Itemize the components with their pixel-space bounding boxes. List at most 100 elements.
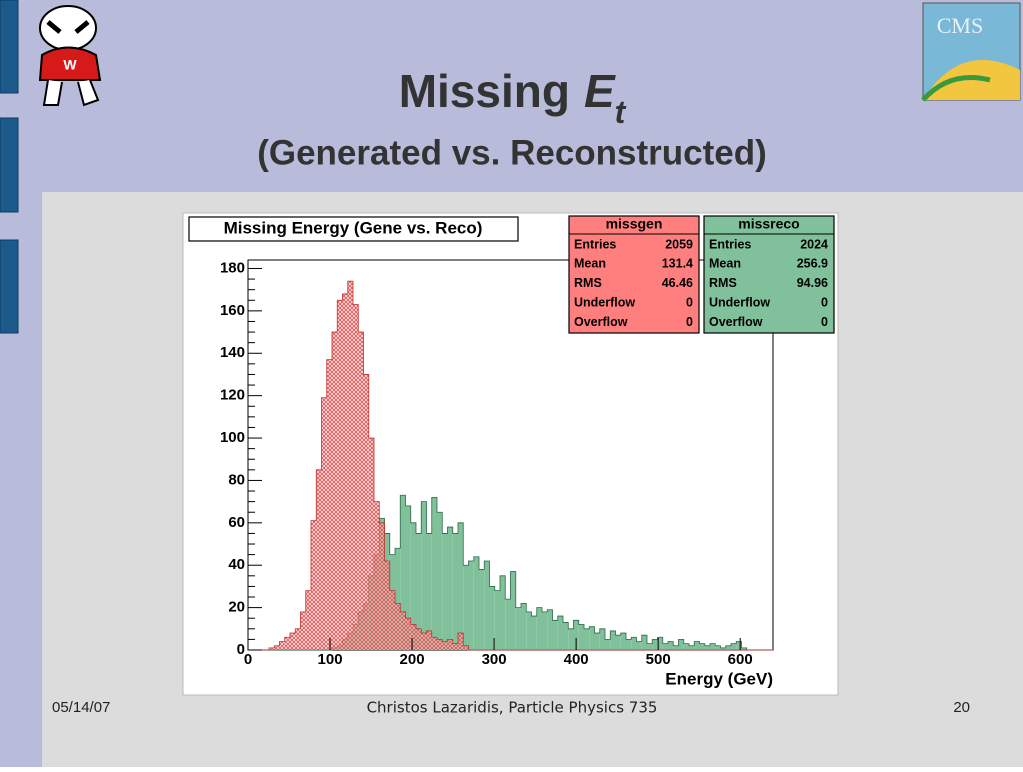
histogram-bar <box>316 469 322 650</box>
stats-label: Mean <box>709 257 741 271</box>
x-tick-label: 0 <box>244 651 252 668</box>
histogram-bar <box>421 501 427 650</box>
histogram-bar <box>589 626 595 650</box>
histogram-bar <box>615 635 621 650</box>
x-tick-label: 500 <box>646 651 671 668</box>
y-tick-label: 140 <box>220 344 245 361</box>
histogram-bar <box>400 611 406 650</box>
stats-label: Entries <box>709 237 751 251</box>
stats-value: 0 <box>686 295 693 309</box>
histogram-bar <box>641 635 647 650</box>
badger-logo: W <box>38 5 102 107</box>
histogram-bar <box>452 643 458 650</box>
histogram-bar <box>389 590 395 650</box>
histogram-bar <box>631 637 637 650</box>
histogram-bar <box>295 628 301 650</box>
histogram-bar <box>326 359 332 650</box>
histogram-bar <box>710 643 716 650</box>
stats-title: missgen <box>606 216 663 232</box>
slide-title: Missing Et <box>399 65 627 130</box>
histogram-bar <box>332 332 338 650</box>
footer-author: Christos Lazaridis, Particle Physics 735 <box>367 699 658 717</box>
histogram-bar <box>647 643 653 650</box>
stats-box <box>568 215 700 334</box>
slide-subtitle: (Generated vs. Reconstructed) <box>257 133 767 172</box>
histogram-bar <box>620 633 626 650</box>
histogram-bar <box>410 624 416 650</box>
logo-text: CMS <box>937 13 983 38</box>
histogram-bar <box>416 628 422 650</box>
histogram-bar <box>363 374 369 650</box>
x-axis-label: Energy (GeV) <box>665 669 773 688</box>
stats-value: 131.4 <box>662 257 693 271</box>
histogram-bar <box>547 609 553 650</box>
histogram-bar <box>605 639 611 650</box>
histogram-bar <box>573 620 579 650</box>
histogram-bar <box>694 641 700 650</box>
x-tick-label: 300 <box>482 651 507 668</box>
cms-logo: CMS <box>921 2 1021 102</box>
histogram-bar <box>458 633 464 650</box>
histogram-bar <box>300 611 306 650</box>
histogram-bar <box>479 569 485 650</box>
side-bar <box>0 0 19 94</box>
histogram-bar <box>584 628 590 650</box>
histogram-bar <box>521 603 527 650</box>
histogram-outline <box>248 280 773 651</box>
chart-title-box <box>188 216 519 242</box>
x-tick-label: 200 <box>400 651 425 668</box>
stats-label: Overflow <box>574 315 628 329</box>
y-tick-label: 60 <box>228 514 245 531</box>
histogram-bar <box>568 628 574 650</box>
y-tick-label: 160 <box>220 302 245 319</box>
histogram-bar <box>353 304 359 650</box>
histogram-bar <box>405 505 411 650</box>
histogram-bar <box>463 565 469 650</box>
histogram-bar <box>741 647 747 650</box>
histogram-bar <box>337 300 343 650</box>
x-tick-label: 400 <box>564 651 589 668</box>
histogram-bar <box>725 645 731 650</box>
stats-label: RMS <box>574 276 602 290</box>
histogram-bar <box>452 533 458 650</box>
histogram-bar <box>636 641 642 650</box>
histogram-bar <box>342 293 348 650</box>
histogram-bar <box>442 533 448 650</box>
footer-date: 05/14/07 <box>52 699 110 716</box>
stats-value: 2059 <box>665 237 693 251</box>
y-tick-label: 120 <box>220 387 245 404</box>
y-tick-label: 20 <box>228 599 245 616</box>
histogram-bar <box>431 637 437 650</box>
y-tick-label: 100 <box>220 429 245 446</box>
plot: 0 20 40 60 80 100 120 140 160 180 0 100 200 300 400 500… <box>220 215 835 668</box>
histogram-bar <box>458 522 464 650</box>
histogram-bar <box>720 647 726 650</box>
histogram-bar <box>447 639 453 650</box>
histogram-bar <box>379 522 385 650</box>
histogram-bar <box>473 556 479 650</box>
histogram-bar <box>384 560 390 650</box>
histogram-bar <box>542 611 548 650</box>
histogram-bar <box>715 645 721 650</box>
histogram-bar <box>410 522 416 650</box>
histogram-bar <box>284 637 290 650</box>
histogram-bar <box>311 520 317 650</box>
stats-value: 2024 <box>800 237 828 251</box>
histogram-bar <box>500 575 506 650</box>
stats-label: Overflow <box>709 315 763 329</box>
histogram-bar <box>668 641 674 650</box>
histogram-bar <box>678 639 684 650</box>
x-tick-label: 100 <box>318 651 343 668</box>
stats-label: Mean <box>574 257 606 271</box>
histogram-bar <box>662 643 668 650</box>
stats-label: Entries <box>574 237 616 251</box>
histogram-bar <box>421 633 427 650</box>
histogram-bar <box>515 607 521 650</box>
histogram-bar <box>599 628 605 650</box>
histogram-bar <box>552 620 558 650</box>
stats-label: Underflow <box>574 295 635 309</box>
histogram-bar <box>426 533 432 650</box>
title-subscript: t <box>615 94 627 130</box>
title-text: Missing <box>399 65 570 117</box>
